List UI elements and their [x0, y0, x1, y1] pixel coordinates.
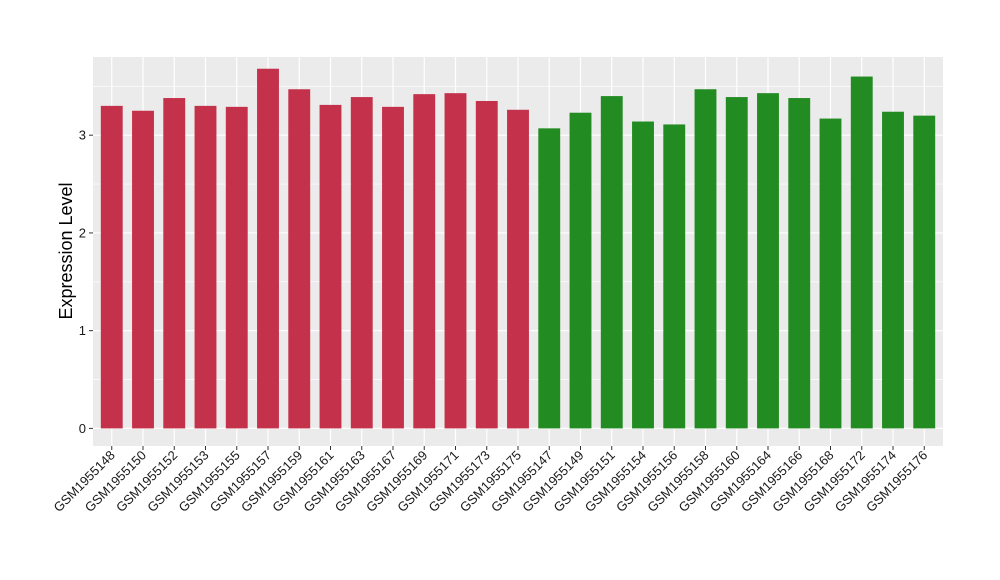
bar [913, 115, 936, 429]
bar [413, 94, 436, 429]
bar [350, 97, 373, 429]
bar [288, 89, 311, 429]
y-tick-label: 1 [79, 323, 86, 338]
bars [100, 68, 936, 429]
bar [257, 68, 279, 429]
bar [694, 89, 717, 429]
bar [132, 110, 154, 429]
bar [225, 106, 248, 429]
bar [538, 128, 561, 429]
x-axis: GSM1955148GSM1955150GSM1955152GSM1955153… [51, 446, 930, 515]
bar [475, 100, 498, 429]
bar [100, 105, 123, 429]
bar [382, 106, 404, 429]
bar [882, 111, 904, 429]
y-axis-title: Expression Level [56, 182, 76, 319]
y-axis: 0 1 2 3 [79, 128, 93, 436]
y-tick-label: 3 [79, 128, 86, 143]
bar [663, 124, 686, 429]
bar [319, 104, 342, 429]
y-tick-label: 0 [79, 421, 86, 436]
bar [444, 93, 467, 429]
bar [600, 96, 623, 429]
bar [850, 76, 873, 429]
bar [194, 105, 217, 429]
bar [819, 118, 842, 429]
bar [632, 121, 654, 429]
bar [163, 98, 186, 429]
bar [569, 112, 592, 429]
y-tick-label: 2 [79, 225, 86, 240]
bar [757, 93, 779, 429]
bar [788, 98, 811, 429]
bar [725, 97, 748, 429]
bar [507, 109, 529, 429]
